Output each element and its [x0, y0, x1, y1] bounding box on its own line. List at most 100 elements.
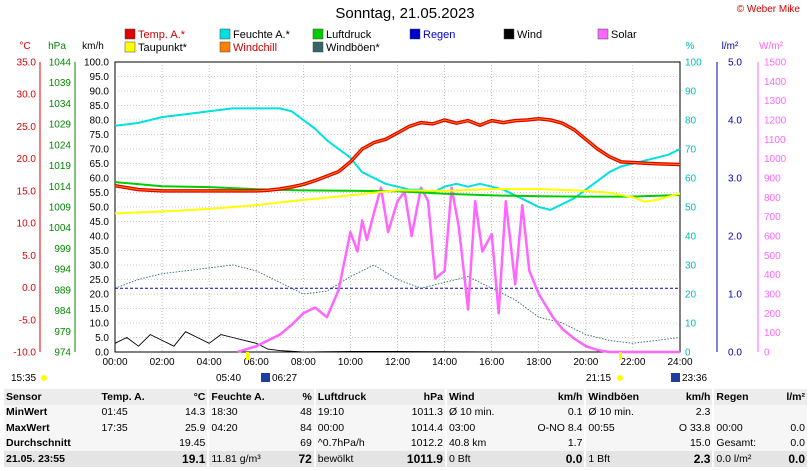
cell: 01:45	[99, 404, 165, 420]
wind-axis-tick-label: 80.0	[90, 116, 110, 127]
pressure-axis-tick-label: 1004	[49, 223, 72, 234]
x-tick-label: 10:00	[338, 357, 363, 368]
wind-axis-tick-label: 90.0	[90, 87, 110, 98]
cell: 00:00	[313, 420, 389, 436]
wind-axis-tick-label: 65.0	[90, 159, 110, 170]
cell: 72	[289, 451, 315, 467]
pressure-axis-tick-label: 979	[54, 327, 71, 338]
moonset-time-label: 23:36	[682, 373, 707, 384]
cell: 0.1	[516, 404, 586, 420]
wind-axis-tick-label: 25.0	[90, 275, 110, 286]
cell: 0.0	[775, 435, 807, 451]
cell: 48	[289, 404, 315, 420]
humidity-axis-tick-label: 30	[685, 261, 697, 272]
temp-axis-tick-label: 30.0	[17, 90, 37, 101]
cell: 2.3	[662, 404, 714, 420]
x-tick-label: 14:00	[432, 357, 457, 368]
cell: O 33.8	[662, 420, 714, 436]
moon-icon	[671, 373, 680, 382]
wind-axis-tick-label: 95.0	[90, 72, 110, 83]
humidity-axis-tick-label: 100	[685, 58, 702, 69]
pressure-axis-tick-label: 1024	[49, 140, 72, 151]
pressure-axis-tick-label: 1029	[49, 120, 72, 131]
temp-axis-tick-label: 5.0	[22, 251, 36, 262]
marker-time-label: 15:35	[11, 373, 36, 384]
temp-unit-label: °C	[19, 41, 30, 52]
header-gust: Windböen	[584, 389, 663, 405]
wind-axis-tick-label: 10.0	[90, 319, 110, 330]
series-line-tempa	[114, 116, 681, 193]
legend-swatch	[219, 28, 231, 40]
rain-axis-tick-label: 5.0	[728, 58, 742, 69]
legend-swatch	[597, 28, 609, 40]
wind-axis-tick-label: 75.0	[90, 130, 110, 141]
header-humidity: Feuchte A.	[207, 389, 290, 405]
x-tick-label: 18:00	[526, 357, 551, 368]
humidity-axis-tick-label: 40	[685, 232, 697, 243]
cell: 2.3	[662, 451, 714, 467]
solar-axis-tick-label: 1400	[764, 77, 787, 88]
chart-title: Sonntag, 21.05.2023	[335, 5, 475, 22]
legend-swatch	[124, 28, 136, 40]
sun-icon	[41, 375, 47, 381]
legend-label: Windböen*	[326, 42, 381, 54]
sunrise-time-label: 05:40	[216, 373, 241, 384]
pressure-axis-tick-label: 1034	[49, 99, 72, 110]
cell: 25.9	[164, 420, 209, 436]
solar-axis-tick-label: 1500	[764, 58, 787, 69]
solar-axis-tick-label: 400	[764, 270, 781, 281]
solar-axis-tick-label: 800	[764, 193, 781, 204]
wind-axis-tick-label: 35.0	[90, 246, 110, 257]
legend-swatch	[124, 41, 136, 53]
row-label: 21.05. 23:55	[4, 451, 100, 467]
legend-label: Luftdruck	[326, 29, 372, 41]
x-tick-label: 04:00	[197, 357, 222, 368]
sunset-marker	[619, 352, 622, 360]
legend-label: Feuchte A.*	[233, 29, 291, 41]
cell: 11.81 g/m³	[207, 451, 290, 467]
stats-row-max: MaxWert 17:35 25.9 04:20 84 00:00 1014.4…	[4, 420, 807, 436]
humidity-axis-tick-label: 10	[685, 319, 697, 330]
pressure-axis-tick-label: 999	[54, 244, 71, 255]
x-tick-label: 20:00	[573, 357, 598, 368]
header-pressure-unit: hPa	[388, 389, 446, 405]
wind-axis-tick-label: 55.0	[90, 188, 110, 199]
wind-axis-tick-label: 70.0	[90, 145, 110, 156]
legend-label: Wind	[517, 29, 542, 41]
cell: 0 Bft	[444, 451, 517, 467]
cell: 40.8 km	[444, 435, 517, 451]
cell: 1.7	[516, 435, 586, 451]
solar-axis-tick-label: 1200	[764, 116, 787, 127]
humidity-axis-tick-label: 70	[685, 145, 697, 156]
wind-axis-tick-label: 60.0	[90, 174, 110, 185]
pressure-axis-tick-label: 984	[54, 306, 71, 317]
stats-header-row: Sensor Temp. A. °C Feuchte A. % Luftdruc…	[4, 389, 807, 405]
cell: 84	[289, 420, 315, 436]
cell: 1012.2	[388, 435, 446, 451]
cell: Ø 10 min.	[444, 404, 517, 420]
cell: 19.1	[164, 451, 209, 467]
cell: ^0.7hPa/h	[313, 435, 389, 451]
x-tick-label: 22:00	[620, 357, 645, 368]
series-line-taupunkt	[114, 188, 681, 215]
legend-swatch	[219, 41, 231, 53]
cell: 17:35	[99, 420, 165, 436]
cell	[207, 435, 290, 451]
stats-table: Sensor Temp. A. °C Feuchte A. % Luftdruc…	[4, 389, 807, 467]
humidity-axis-tick-label: 60	[685, 174, 697, 185]
solar-axis-tick-label: 0	[764, 348, 770, 359]
cell: 19.45	[164, 435, 209, 451]
cell: 0.0	[516, 451, 586, 467]
sunset-time-label: 21:15	[586, 373, 611, 384]
series-line-wind	[114, 331, 680, 353]
cell: 1 Bft	[584, 451, 663, 467]
cell	[775, 404, 807, 420]
solar-unit-label: W/m²	[759, 41, 784, 52]
header-wind-unit: km/h	[516, 389, 586, 405]
pressure-axis-tick-label: 994	[54, 265, 71, 276]
x-tick-label: 16:00	[479, 357, 504, 368]
header-humidity-unit: %	[289, 389, 315, 405]
header-sensor: Sensor	[4, 389, 100, 405]
row-label: MinWert	[4, 404, 100, 420]
row-label: MaxWert	[4, 420, 100, 436]
